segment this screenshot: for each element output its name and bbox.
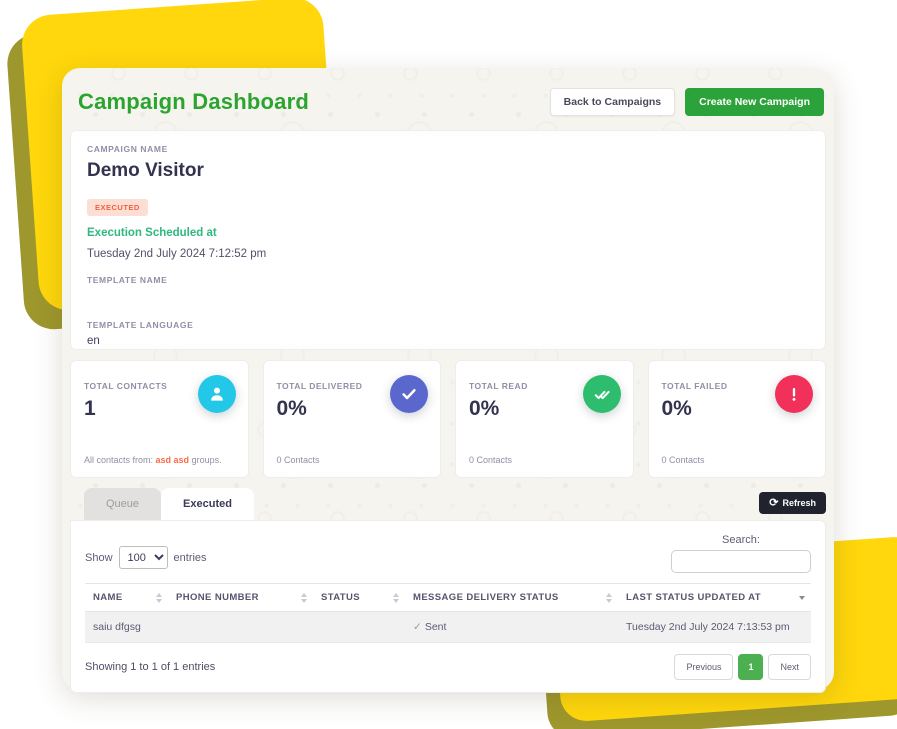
double-check-icon bbox=[582, 375, 621, 413]
page-size-select[interactable]: 100 bbox=[118, 546, 168, 569]
column-header-status[interactable]: STATUS bbox=[313, 583, 405, 612]
stat-card-total-delivered: TOTAL DELIVERED 0% 0 Contacts bbox=[262, 360, 441, 478]
sort-icon bbox=[301, 592, 307, 603]
stat-label: TOTAL FAILED bbox=[661, 381, 728, 391]
column-header-name[interactable]: NAME bbox=[85, 583, 168, 612]
search-label: Search: bbox=[722, 534, 760, 546]
execution-scheduled-time: Tuesday 2nd July 2024 7:12:52 pm bbox=[87, 248, 267, 260]
stat-note-suffix: groups. bbox=[189, 455, 222, 465]
table-footer: Showing 1 to 1 of 1 entries Previous 1 N… bbox=[85, 654, 811, 680]
user-icon bbox=[197, 375, 236, 413]
campaign-info-card: CAMPAIGN NAME Demo Visitor EXECUTED Exec… bbox=[70, 130, 826, 350]
cell-status bbox=[313, 611, 405, 643]
template-name-label: TEMPLATE NAME bbox=[87, 275, 168, 285]
tab-queue[interactable]: Queue bbox=[84, 488, 162, 520]
create-new-campaign-button[interactable]: Create New Campaign bbox=[685, 88, 824, 116]
refresh-icon: ⟳ bbox=[769, 496, 779, 509]
back-to-campaigns-button[interactable]: Back to Campaigns bbox=[549, 88, 676, 116]
stat-value: 1 bbox=[84, 397, 96, 420]
stat-value: 0% bbox=[276, 397, 307, 420]
stat-note-prefix: All contacts from: bbox=[84, 455, 156, 465]
column-header-phone-number[interactable]: PHONE NUMBER bbox=[168, 583, 313, 612]
template-language-value: en bbox=[87, 335, 100, 347]
tab-executed[interactable]: Executed bbox=[161, 488, 254, 520]
delivery-status-text: Sent bbox=[424, 621, 447, 633]
previous-page-button[interactable]: Previous bbox=[674, 654, 734, 680]
stat-label: TOTAL DELIVERED bbox=[276, 381, 363, 391]
stat-label: TOTAL CONTACTS bbox=[84, 381, 168, 391]
check-icon bbox=[390, 375, 428, 413]
sort-descending-icon bbox=[799, 595, 805, 600]
header-actions: Back to Campaigns Create New Campaign bbox=[549, 88, 824, 116]
execution-scheduled-label: Execution Scheduled at bbox=[87, 227, 217, 239]
entries-info: Showing 1 to 1 of 1 entries bbox=[85, 661, 216, 673]
stat-note-groups: asd asd bbox=[155, 455, 190, 465]
sort-icon bbox=[393, 592, 399, 603]
status-badge: EXECUTED bbox=[87, 199, 148, 216]
sort-icon bbox=[156, 592, 162, 603]
campaign-messages-table: NAME PHONE NUMBER STATUS MESSAGE DE bbox=[85, 583, 811, 643]
cell-delivery-status: ✓ Sent bbox=[405, 611, 618, 643]
check-glyph-icon: ✓ bbox=[413, 621, 422, 633]
search-box: Search: bbox=[671, 534, 811, 573]
exclamation-icon bbox=[775, 375, 813, 413]
campaign-name-label: CAMPAIGN NAME bbox=[87, 144, 168, 154]
show-entries: Show 100 entries bbox=[85, 546, 207, 569]
cell-last-status-updated-at: Tuesday 2nd July 2024 7:13:53 pm bbox=[618, 611, 811, 643]
stat-label: TOTAL READ bbox=[469, 381, 528, 391]
table-row: saiu dfgsg ✓ Sent Tuesday 2nd July 2024 7… bbox=[85, 611, 811, 643]
stat-card-total-contacts: TOTAL CONTACTS 1 All contacts from: asd … bbox=[70, 360, 249, 478]
dashboard-header: Campaign Dashboard Back to Campaigns Cre… bbox=[70, 82, 826, 130]
template-name-value bbox=[87, 290, 809, 312]
page-title: Campaign Dashboard bbox=[78, 89, 309, 114]
cell-phone-number bbox=[168, 611, 313, 643]
stat-note: 0 Contacts bbox=[661, 455, 705, 465]
refresh-button[interactable]: ⟳ Refresh bbox=[759, 492, 826, 514]
page-1-button[interactable]: 1 bbox=[738, 654, 764, 680]
cell-name: saiu dfgsg bbox=[85, 611, 168, 643]
table-controls: Show 100 entries Search: bbox=[85, 534, 811, 573]
show-label: Show bbox=[85, 551, 113, 564]
executed-table-card: Show 100 entries Search: NAME bbox=[70, 520, 826, 693]
stat-card-total-read: TOTAL READ 0% 0 Contacts bbox=[455, 360, 634, 478]
entries-label: entries bbox=[173, 551, 207, 564]
tabs-row: Queue Executed ⟳ Refresh bbox=[84, 488, 826, 520]
column-header-last-status-updated-at[interactable]: LAST STATUS UPDATED AT bbox=[618, 583, 811, 612]
stat-value: 0% bbox=[469, 397, 500, 420]
sort-icon bbox=[606, 592, 612, 603]
refresh-label: Refresh bbox=[782, 498, 816, 508]
stat-value: 0% bbox=[661, 397, 692, 420]
pagination: Previous 1 Next bbox=[674, 654, 811, 680]
dashboard-card: Campaign Dashboard Back to Campaigns Cre… bbox=[62, 68, 834, 693]
stat-note: 0 Contacts bbox=[469, 455, 513, 465]
next-page-button[interactable]: Next bbox=[768, 654, 811, 680]
column-header-message-delivery-status[interactable]: MESSAGE DELIVERY STATUS bbox=[405, 583, 618, 612]
stat-note: 0 Contacts bbox=[276, 455, 320, 465]
table-header-row: NAME PHONE NUMBER STATUS MESSAGE DE bbox=[85, 583, 811, 612]
stat-card-total-failed: TOTAL FAILED 0% 0 Contacts bbox=[647, 360, 826, 478]
template-language-label: TEMPLATE LANGUAGE bbox=[87, 320, 194, 330]
search-input[interactable] bbox=[671, 550, 811, 573]
stat-note: All contacts from: asd asd groups. bbox=[84, 455, 222, 465]
stats-row: TOTAL CONTACTS 1 All contacts from: asd … bbox=[70, 360, 826, 478]
campaign-name: Demo Visitor bbox=[87, 160, 204, 181]
